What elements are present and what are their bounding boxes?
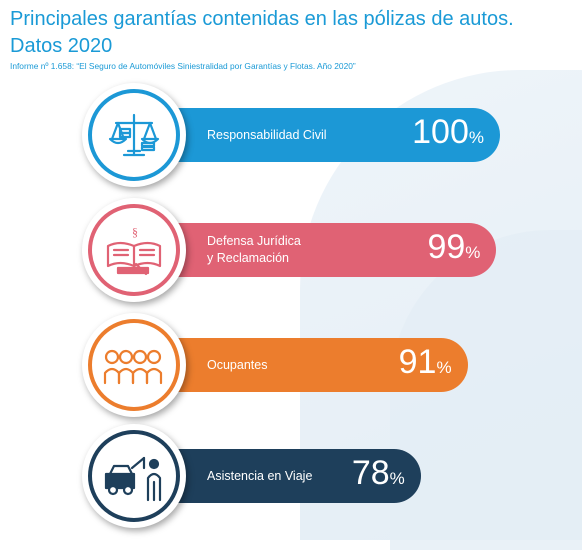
icon-badge [82, 313, 186, 417]
bar-label: Defensa Jurídica y Reclamación [207, 234, 301, 265]
svg-text:§: § [132, 225, 138, 239]
icon-badge [82, 424, 186, 528]
bar-label: Asistencia en Viaje [207, 468, 313, 483]
icon-ring [88, 89, 180, 181]
garantia-row: Responsabilidad Civil 100% [0, 83, 582, 193]
value-unit: % [465, 243, 481, 262]
bar-label: Ocupantes [207, 357, 268, 372]
value-unit: % [436, 358, 452, 377]
value-number: 91 [398, 343, 437, 381]
data-label: 100% [412, 115, 484, 155]
icon-ring: § [88, 204, 180, 296]
icon-ring [88, 319, 180, 411]
bar-label: Responsabilidad Civil [207, 127, 327, 142]
bar: Defensa Jurídica y Reclamación 99% [140, 223, 497, 277]
value-unit: % [389, 469, 405, 488]
icon-badge [82, 83, 186, 187]
garantia-row: Ocupantes 91% [0, 313, 582, 423]
title-line-2: Datos 2020 [10, 35, 113, 57]
bar: Asistencia en Viaje 78% [140, 449, 421, 503]
data-label: 99% [427, 230, 480, 270]
value-number: 100 [412, 113, 469, 151]
garantia-row: Asistencia en Viaje 78% [0, 424, 582, 534]
data-label: 91% [399, 345, 452, 385]
title-line-1: Principales garantías contenidas en las … [10, 8, 514, 30]
data-label: 78% [352, 456, 405, 496]
bar: Ocupantes 91% [140, 338, 468, 392]
value-number: 78 [351, 454, 390, 492]
source-note: Informe nº 1.658: “El Seguro de Automóvi… [10, 61, 356, 71]
page-title: Principales garantías contenidas en las … [10, 6, 514, 60]
icon-ring [88, 430, 180, 522]
value-number: 99 [427, 228, 466, 266]
garantia-row: Defensa Jurídica y Reclamación 99% § [0, 198, 582, 308]
bar: Responsabilidad Civil 100% [140, 108, 500, 162]
value-unit: % [468, 128, 484, 147]
icon-badge: § [82, 198, 186, 302]
